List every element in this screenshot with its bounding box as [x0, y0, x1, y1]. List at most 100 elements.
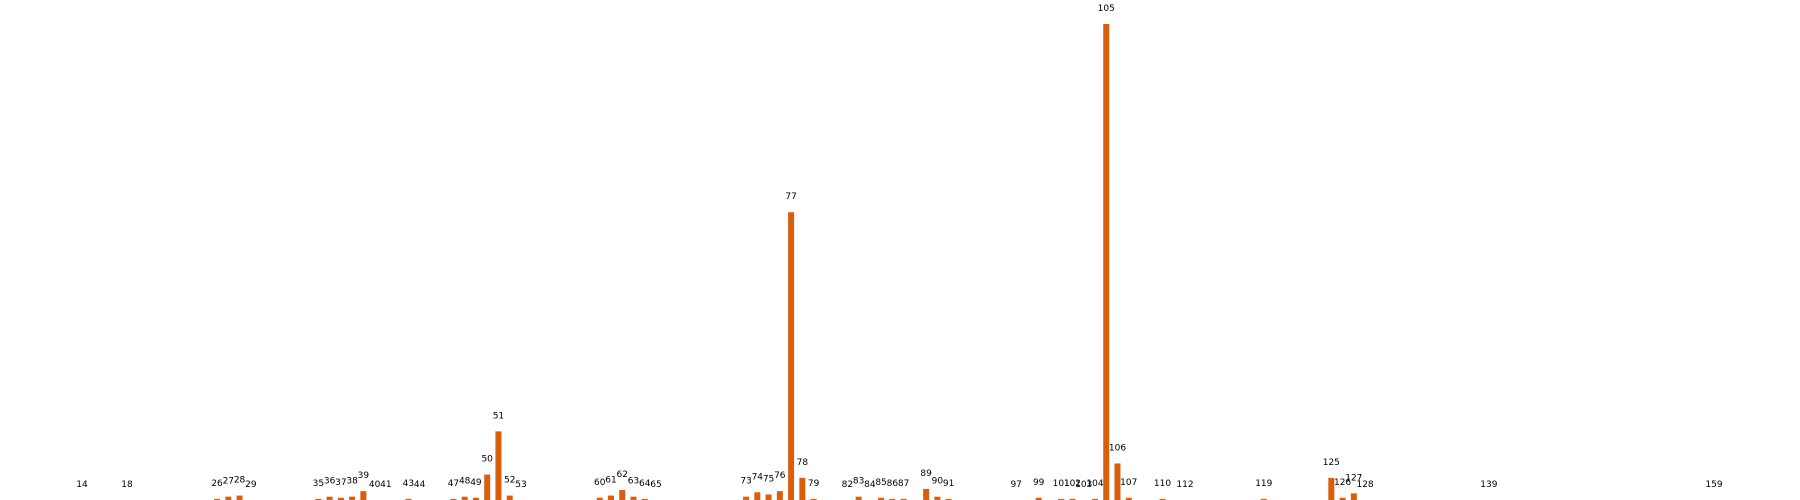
bar-label-126: 126 [1334, 478, 1351, 488]
bar-83 [855, 496, 862, 500]
bar-85 [878, 497, 885, 500]
bar-119 [1260, 498, 1267, 500]
bar-87 [900, 498, 907, 500]
bar-label-139: 139 [1480, 480, 1497, 490]
bar-label-85: 85 [875, 478, 886, 488]
bar-label-90: 90 [932, 477, 944, 487]
bar-label-14: 14 [76, 480, 88, 490]
bar-28 [236, 495, 243, 500]
bar-label-52: 52 [504, 476, 515, 486]
bar-label-112: 112 [1176, 480, 1193, 490]
bar-62 [619, 490, 626, 500]
bar-77 [788, 212, 795, 500]
bar-label-18: 18 [121, 480, 133, 490]
bar-26 [214, 498, 221, 500]
bar-label-62: 62 [617, 470, 628, 480]
bar-75 [765, 494, 772, 500]
bar-label-36: 36 [324, 477, 336, 487]
bar-127 [1350, 493, 1357, 500]
bar-label-127: 127 [1345, 473, 1362, 483]
bar-label-76: 76 [774, 471, 786, 481]
bar-102 [1069, 498, 1076, 500]
bar-48 [461, 496, 468, 500]
bar-label-38: 38 [346, 477, 358, 487]
bar-label-37: 37 [335, 478, 346, 488]
bar-label-83: 83 [853, 477, 864, 487]
bar-73 [743, 496, 750, 500]
bar-label-29: 29 [245, 480, 257, 490]
bar-label-107: 107 [1120, 478, 1137, 488]
bar-label-99: 99 [1033, 478, 1045, 488]
bar-86 [889, 498, 896, 500]
bar-37 [337, 497, 344, 500]
bar-39 [360, 491, 367, 500]
bar-label-101: 101 [1053, 479, 1070, 489]
bar-label-41: 41 [380, 480, 391, 490]
bar-label-119: 119 [1255, 479, 1272, 489]
bar-label-159: 159 [1705, 480, 1722, 490]
bar-label-40: 40 [369, 480, 381, 490]
bar-89 [923, 488, 930, 500]
bar-50 [484, 474, 491, 500]
bar-label-28: 28 [234, 476, 246, 486]
bar-label-65: 65 [650, 480, 661, 490]
bar-27 [225, 496, 232, 500]
bar-label-49: 49 [470, 478, 482, 488]
bar-label-102: 102 [1064, 479, 1081, 489]
bar-label-60: 60 [594, 478, 606, 488]
bar-104 [1091, 498, 1098, 500]
bar-label-78: 78 [797, 458, 809, 468]
bar-78 [799, 477, 806, 500]
bar-63 [630, 496, 637, 500]
bar-79 [810, 498, 817, 500]
bar-label-47: 47 [448, 479, 459, 489]
bar-label-77: 77 [785, 192, 796, 202]
bar-101 [1058, 498, 1065, 500]
bar-label-91: 91 [943, 479, 954, 489]
bar-label-106: 106 [1109, 443, 1126, 453]
bar-label-84: 84 [864, 480, 876, 490]
bar-label-75: 75 [763, 474, 774, 484]
bar-label-39: 39 [358, 471, 370, 481]
bar-label-50: 50 [481, 455, 493, 465]
bar-label-26: 26 [211, 479, 223, 489]
bar-label-53: 53 [515, 480, 526, 490]
bar-label-61: 61 [605, 476, 616, 486]
bar-125 [1328, 477, 1335, 500]
bar-52 [506, 495, 513, 500]
bar-61 [607, 495, 614, 500]
bar-99 [1035, 497, 1042, 500]
bar-64 [641, 498, 648, 500]
bar-76 [776, 491, 783, 500]
bar-label-89: 89 [920, 469, 932, 479]
bar-label-82: 82 [842, 480, 853, 490]
bar-51 [495, 431, 502, 500]
bar-label-110: 110 [1154, 479, 1171, 489]
bar-label-48: 48 [459, 477, 471, 487]
bars-group [214, 24, 1357, 500]
bar-label-43: 43 [403, 479, 414, 489]
bar-label-104: 104 [1086, 479, 1103, 489]
bar-105 [1103, 24, 1110, 500]
bar-label-74: 74 [752, 472, 764, 482]
bar-60 [596, 497, 603, 500]
bar-label-125: 125 [1323, 458, 1340, 468]
bar-43 [405, 498, 412, 500]
bar-36 [326, 496, 333, 500]
bar-label-105: 105 [1098, 4, 1115, 14]
bar-126 [1339, 497, 1346, 500]
bar-label-79: 79 [808, 479, 820, 489]
bar-label-73: 73 [740, 477, 751, 487]
bar-label-128: 128 [1356, 480, 1373, 490]
bar-47 [450, 498, 457, 500]
bar-label-87: 87 [898, 479, 909, 489]
bar-110 [1159, 498, 1166, 500]
bar-label-86: 86 [887, 479, 899, 489]
bar-label-64: 64 [639, 479, 651, 489]
bar-38 [349, 496, 356, 500]
bar-74 [754, 492, 761, 500]
bar-106 [1114, 463, 1121, 500]
bar-90 [934, 496, 941, 500]
